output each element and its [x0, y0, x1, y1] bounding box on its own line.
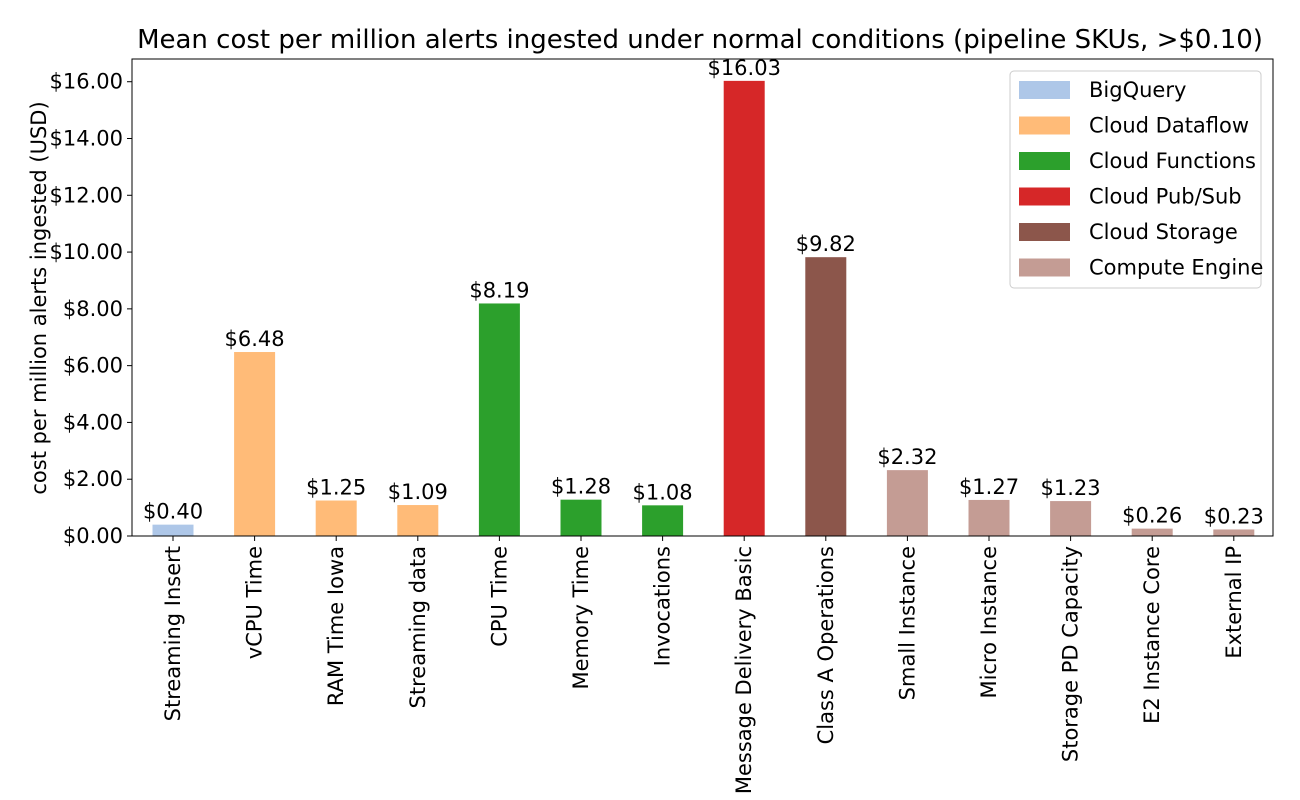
bar: [1131, 528, 1173, 536]
x-tick-label: Streaming data: [406, 546, 430, 708]
y-tick-label: $12.00: [50, 183, 123, 207]
x-tick-label: Small Instance: [895, 546, 919, 700]
y-axis-label: cost per million alerts ingested (USD): [27, 101, 51, 494]
bar-value-label: $0.23: [1204, 504, 1264, 528]
bar-value-label: $8.19: [469, 278, 529, 302]
y-tick-label: $16.00: [50, 70, 123, 94]
x-tick-label: External IP: [1222, 546, 1246, 659]
bar: [805, 257, 847, 536]
x-tick-label: Message Delivery Basic: [732, 546, 756, 794]
legend-label: Cloud Functions: [1089, 149, 1256, 173]
legend-label: Cloud Pub/Sub: [1089, 185, 1242, 209]
x-tick-label: CPU Time: [487, 546, 511, 647]
legend: BigQuery Cloud Dataflow Cloud Functions Clo…: [1009, 70, 1263, 289]
bar: [560, 499, 602, 536]
legend-label: BigQuery: [1089, 78, 1186, 102]
legend-frame: [1009, 70, 1262, 289]
bar-value-label: $2.32: [877, 445, 937, 469]
bar-value-label: $6.48: [225, 327, 285, 351]
bar-value-label: $1.27: [959, 475, 1019, 499]
bar: [886, 470, 928, 536]
bar: [478, 303, 520, 536]
x-tick-label: Streaming Insert: [161, 546, 185, 721]
x-tick-label: Micro Instance: [977, 546, 1001, 699]
legend-label: Compute Engine: [1089, 256, 1263, 280]
bar-value-label: $9.82: [796, 232, 856, 256]
legend-swatch: [1019, 81, 1070, 99]
chart-title: Mean cost per million alerts ingested un…: [137, 25, 1263, 55]
x-tick-label: vCPU Time: [243, 546, 267, 659]
legend-label: Cloud Storage: [1089, 220, 1238, 244]
x-tick-label: RAM Time Iowa: [324, 546, 348, 706]
bar-value-label: $16.03: [707, 56, 780, 80]
bars: [152, 80, 1255, 537]
legend-swatch: [1019, 258, 1070, 277]
bar-value-label: $1.23: [1041, 476, 1101, 500]
y-tick-label: $6.00: [63, 354, 123, 378]
x-tick-label: E2 Instance Core: [1140, 546, 1164, 724]
x-tick-label: Memory Time: [569, 546, 593, 689]
y-tick-label: $4.00: [63, 410, 123, 434]
bar: [315, 500, 357, 536]
bar: [1213, 529, 1255, 536]
legend-swatch: [1019, 187, 1070, 206]
bar: [397, 505, 439, 536]
x-tick-label: Invocations: [651, 546, 675, 666]
legend-swatch: [1019, 116, 1070, 135]
x-tick-label: Storage PD Capacity: [1059, 546, 1083, 762]
bar-value-labels: $0.40 $6.48 $1.25 $1.09 $8.19 $1.28 $1.08 $16.0…: [143, 56, 1264, 529]
bar-value-label: $0.26: [1122, 504, 1182, 528]
bar-value-label: $1.28: [551, 475, 611, 499]
x-tick-label: Class A Operations: [814, 546, 838, 744]
bar-value-label: $0.40: [143, 500, 203, 524]
bar: [1050, 501, 1092, 536]
bar: [152, 524, 194, 536]
legend-swatch: [1019, 223, 1070, 241]
bar-value-label: $1.25: [306, 476, 366, 500]
bar: [968, 499, 1010, 536]
legend-label: Cloud Dataflow: [1089, 114, 1249, 138]
plot-frame: [131, 58, 1274, 537]
bar: [642, 505, 684, 536]
y-tick-label: $14.00: [50, 127, 123, 151]
y-tick-label: $8.00: [63, 297, 123, 321]
legend-swatch: [1019, 152, 1070, 170]
bar: [234, 352, 276, 536]
y-tick-label: $2.00: [63, 467, 123, 491]
bar-value-label: $1.09: [388, 480, 448, 504]
x-axis: Streaming Insert vCPU Time RAM Time Iowa St…: [161, 536, 1246, 794]
y-axis: $0.00 $2.00 $4.00 $6.00 $8.00 $10.00 $12.00 $14…: [50, 70, 132, 548]
y-tick-label: $10.00: [50, 240, 123, 264]
bar: [723, 80, 765, 537]
y-tick-label: $0.00: [63, 524, 123, 548]
bar-value-label: $1.08: [633, 480, 693, 504]
